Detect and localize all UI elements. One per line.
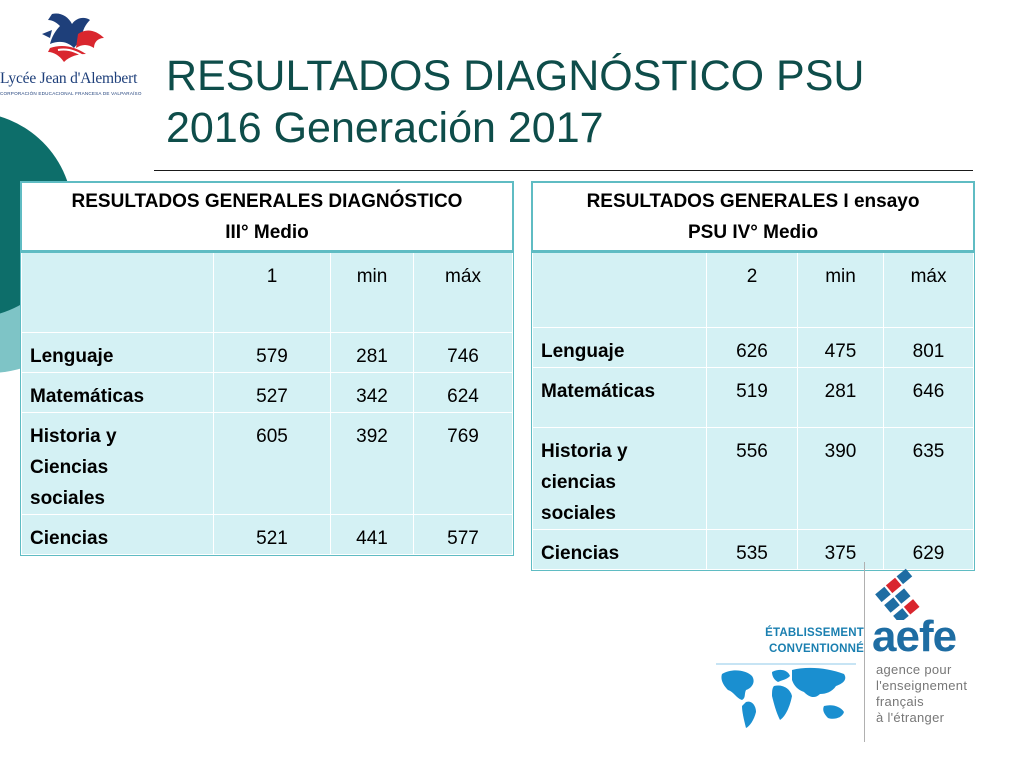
- cell-min: 342: [330, 372, 414, 413]
- table-row: Lenguaje 626 475 801: [532, 327, 975, 368]
- row-label-line: sociales: [541, 503, 616, 524]
- row-label: Ciencias: [532, 529, 707, 570]
- table-diagnostico-iii-medio: RESULTADOS GENERALES DIAGNÓSTICO III° Me…: [20, 181, 514, 556]
- aefe-tagline-line4: à l'étranger: [876, 710, 945, 725]
- aefe-tagline-line3: français: [876, 694, 924, 709]
- row-label-line: ciencias: [541, 472, 616, 493]
- aefe-cubes-icon: [875, 568, 920, 620]
- header-cell-1: 1: [213, 251, 331, 333]
- row-label: Lenguaje: [532, 327, 707, 368]
- header-cell-2: 2: [706, 251, 798, 328]
- cell-value: 519: [706, 367, 798, 428]
- table-row: Matemáticas 519 281 646: [532, 367, 975, 428]
- cell-value: 579: [213, 332, 331, 373]
- header-cell-min: min: [330, 251, 414, 333]
- table-caption-line1: RESULTADOS GENERALES DIAGNÓSTICO: [71, 191, 463, 212]
- aefe-logo: ÉTABLISSEMENT CONVENTIONNÉ aefe agence p…: [712, 560, 1012, 760]
- cell-value: 605: [213, 412, 331, 515]
- world-map-icon: [716, 663, 856, 728]
- etablissement-label: ÉTABLISSEMENT CONVENTIONNÉ: [754, 625, 864, 657]
- cell-min: 441: [330, 514, 414, 555]
- table-caption: RESULTADOS GENERALES I ensayo PSU IV° Me…: [531, 182, 975, 253]
- cell-min: 390: [797, 427, 884, 530]
- row-label: Matemáticas: [532, 367, 707, 428]
- aefe-tagline-line2: l'enseignement: [876, 678, 968, 693]
- etab-line2: CONVENTIONNÉ: [768, 643, 864, 655]
- cell-max: 769: [413, 412, 513, 515]
- school-logo: Lycée Jean d'Alembert CORPORACIÓN EDUCAC…: [0, 8, 160, 100]
- cell-value: 521: [213, 514, 331, 555]
- title-divider: [154, 170, 973, 171]
- cell-min: 392: [330, 412, 414, 515]
- slide-title-line1: RESULTADOS DIAGNÓSTICO PSU: [166, 52, 865, 100]
- school-subtitle: CORPORACIÓN EDUCACIONAL FRANCESA DE VALP…: [0, 91, 142, 96]
- table-caption-line1: RESULTADOS GENERALES I ensayo: [586, 191, 920, 212]
- cell-value: 556: [706, 427, 798, 530]
- etab-line1: ÉTABLISSEMENT: [765, 627, 864, 639]
- school-emblem-icon: [42, 13, 104, 62]
- row-label-line: Ciencias: [30, 457, 109, 478]
- cell-value: 527: [213, 372, 331, 413]
- table-row: Ciencias 535 375 629: [532, 529, 975, 570]
- cell-max: 629: [882, 529, 975, 570]
- aefe-separator: [864, 562, 865, 742]
- cell-min: 375: [797, 529, 884, 570]
- table-ensayo-iv-medio: RESULTADOS GENERALES I ensayo PSU IV° Me…: [530, 181, 976, 571]
- header-cell-max: máx: [882, 251, 975, 328]
- row-label: Matemáticas: [21, 372, 214, 413]
- table-row: Historia y ciencias sociales 556 390 635: [532, 427, 975, 530]
- row-label: Lenguaje: [21, 332, 214, 373]
- aefe-tagline-line1: agence pour: [876, 662, 952, 677]
- cell-max: 624: [413, 372, 513, 413]
- header-cell-max: máx: [413, 251, 513, 333]
- cell-value: 535: [706, 529, 798, 570]
- aefe-wordmark: aefe: [872, 612, 957, 661]
- cell-max: 577: [413, 514, 513, 555]
- table-row: Ciencias 521 441 577: [21, 514, 513, 555]
- cell-min: 475: [797, 327, 884, 368]
- slide-title-line2: 2016 Generación 2017: [166, 104, 604, 152]
- table-caption-line2: III° Medio: [225, 222, 309, 243]
- cell-max: 801: [882, 327, 975, 368]
- row-label-line: sociales: [30, 488, 105, 509]
- cell-max: 746: [413, 332, 513, 373]
- table-header-row: 2 min máx: [532, 251, 975, 328]
- cell-min: 281: [797, 367, 884, 428]
- row-label: Historia y Ciencias sociales: [21, 412, 214, 515]
- cell-max: 646: [882, 367, 975, 428]
- row-label: Historia y ciencias sociales: [532, 427, 707, 530]
- row-label-line: Historia y: [30, 426, 117, 447]
- slide-title: RESULTADOS DIAGNÓSTICO PSU 2016 Generaci…: [166, 50, 864, 154]
- cell-max: 635: [882, 427, 975, 530]
- table-row: Lenguaje 579 281 746: [21, 332, 513, 373]
- table-caption-line2: PSU IV° Medio: [687, 222, 819, 243]
- table-caption: RESULTADOS GENERALES DIAGNÓSTICO III° Me…: [21, 182, 513, 253]
- row-label-line: Historia y: [541, 441, 628, 462]
- header-cell-empty: [21, 251, 214, 333]
- cell-min: 281: [330, 332, 414, 373]
- school-name: Lycée Jean d'Alembert: [0, 70, 138, 87]
- cell-value: 626: [706, 327, 798, 368]
- header-cell-empty: [532, 251, 707, 328]
- table-header-row: 1 min máx: [21, 251, 513, 333]
- table-row: Matemáticas 527 342 624: [21, 372, 513, 413]
- row-label: Ciencias: [21, 514, 214, 555]
- table-row: Historia y Ciencias sociales 605 392 769: [21, 412, 513, 515]
- header-cell-min: min: [797, 251, 884, 328]
